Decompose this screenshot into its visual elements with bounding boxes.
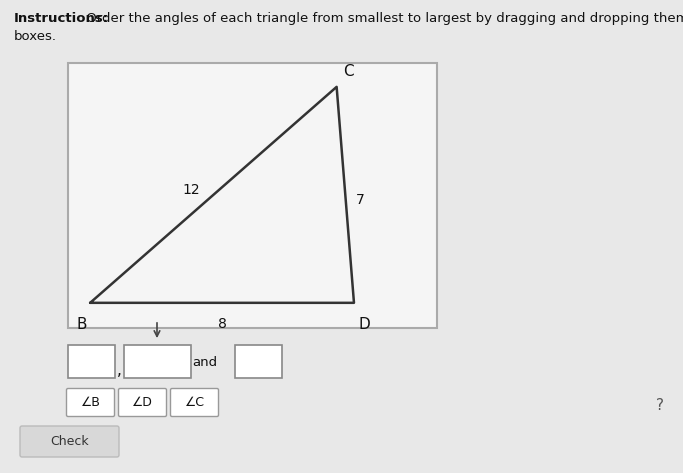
Text: ,: , bbox=[117, 362, 122, 377]
Text: ?: ? bbox=[656, 397, 664, 412]
FancyBboxPatch shape bbox=[66, 388, 115, 417]
Text: ∠C: ∠C bbox=[184, 396, 204, 409]
FancyBboxPatch shape bbox=[68, 63, 437, 328]
FancyBboxPatch shape bbox=[124, 345, 191, 378]
Text: B: B bbox=[77, 317, 87, 332]
FancyBboxPatch shape bbox=[68, 345, 115, 378]
FancyBboxPatch shape bbox=[20, 426, 119, 457]
Text: Instructions:: Instructions: bbox=[14, 12, 109, 25]
Text: Check: Check bbox=[50, 435, 89, 448]
Text: C: C bbox=[344, 64, 354, 79]
Text: and: and bbox=[193, 356, 218, 368]
FancyBboxPatch shape bbox=[171, 388, 219, 417]
FancyBboxPatch shape bbox=[118, 388, 167, 417]
Text: Order the angles of each triangle from smallest to largest by dragging and dropp: Order the angles of each triangle from s… bbox=[82, 12, 683, 25]
Text: 7: 7 bbox=[356, 193, 365, 207]
Text: D: D bbox=[358, 317, 370, 332]
Text: 12: 12 bbox=[182, 183, 200, 197]
Text: ∠B: ∠B bbox=[81, 396, 100, 409]
FancyBboxPatch shape bbox=[235, 345, 282, 378]
Text: boxes.: boxes. bbox=[14, 30, 57, 43]
Text: ∠D: ∠D bbox=[132, 396, 153, 409]
Text: 8: 8 bbox=[218, 317, 227, 331]
